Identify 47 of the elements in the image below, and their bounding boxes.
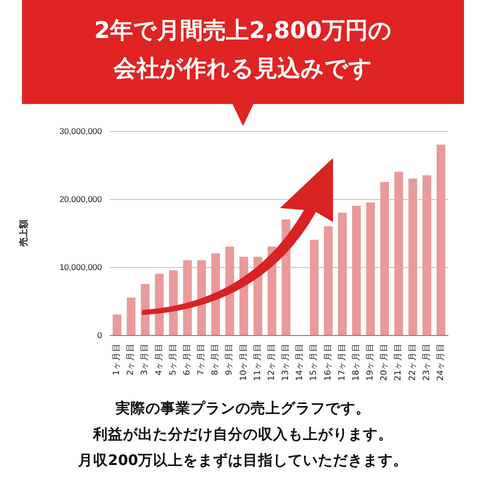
x-tick-label: 15ヶ月目 [309, 343, 320, 381]
bar [310, 240, 319, 335]
x-tick-label: 21ヶ月目 [394, 343, 404, 381]
bar [394, 172, 404, 335]
x-tick-label: 2ヶ月目 [126, 343, 136, 376]
x-tick-label: 4ヶ月目 [154, 343, 164, 376]
bar [126, 298, 136, 335]
bar [338, 212, 347, 335]
x-tick-label: 11ヶ月目 [252, 343, 263, 381]
x-tick-label: 13ヶ月目 [281, 343, 292, 381]
y-tick-label: 0 [97, 330, 102, 340]
bar [324, 226, 333, 335]
y-axis-title: 売上額 [18, 220, 28, 246]
bar [380, 182, 389, 335]
bar [408, 178, 418, 335]
bar [183, 260, 192, 335]
x-tick-label: 18ヶ月目 [351, 343, 362, 381]
x-tick-label: 3ヶ月目 [140, 343, 150, 376]
x-tick-label: 6ヶ月目 [182, 343, 192, 376]
text: 実際の事業プランの売上グラフです。 [114, 399, 372, 419]
x-tick-label: 7ヶ月目 [196, 343, 207, 376]
x-tick-label: 23ヶ月目 [422, 343, 432, 381]
x-tick-label: 20ヶ月目 [380, 343, 390, 381]
x-tick-label: 19ヶ月目 [366, 343, 376, 381]
x-tick-label: 24ヶ月目 [436, 343, 446, 381]
x-tick-label: 16ヶ月目 [323, 343, 334, 381]
bar [366, 202, 375, 335]
text: 月収200万以上をまずは目指していただきます。 [76, 452, 410, 471]
chart-title: 2年で月間売上2,800万円の会社が作れる見込みです [93, 17, 393, 84]
x-tick-label: 10ヶ月目 [238, 343, 249, 381]
y-tick-label: 20,000,000 [59, 194, 102, 204]
x-tick-label: 14ヶ月目 [295, 343, 306, 381]
bar [436, 144, 446, 335]
bar [352, 206, 361, 335]
bar [112, 314, 122, 335]
y-tick-label: 30,000,000 [59, 126, 102, 136]
x-tick-label: 12ヶ月目 [266, 343, 277, 381]
x-tick-label: 17ヶ月目 [337, 343, 348, 381]
x-tick-label: 8ヶ月目 [210, 343, 221, 376]
x-tick-label: 1ヶ月目 [112, 343, 122, 376]
x-tick-label: 22ヶ月目 [408, 343, 418, 381]
x-tick-label: 5ヶ月目 [168, 343, 178, 376]
bar [197, 260, 206, 335]
y-tick-label: 10,000,000 [59, 262, 102, 272]
bar [422, 175, 432, 335]
text: 利益が出た分だけ自分の収入も上がります。 [92, 426, 394, 445]
x-tick-label: 9ヶ月目 [224, 343, 235, 376]
